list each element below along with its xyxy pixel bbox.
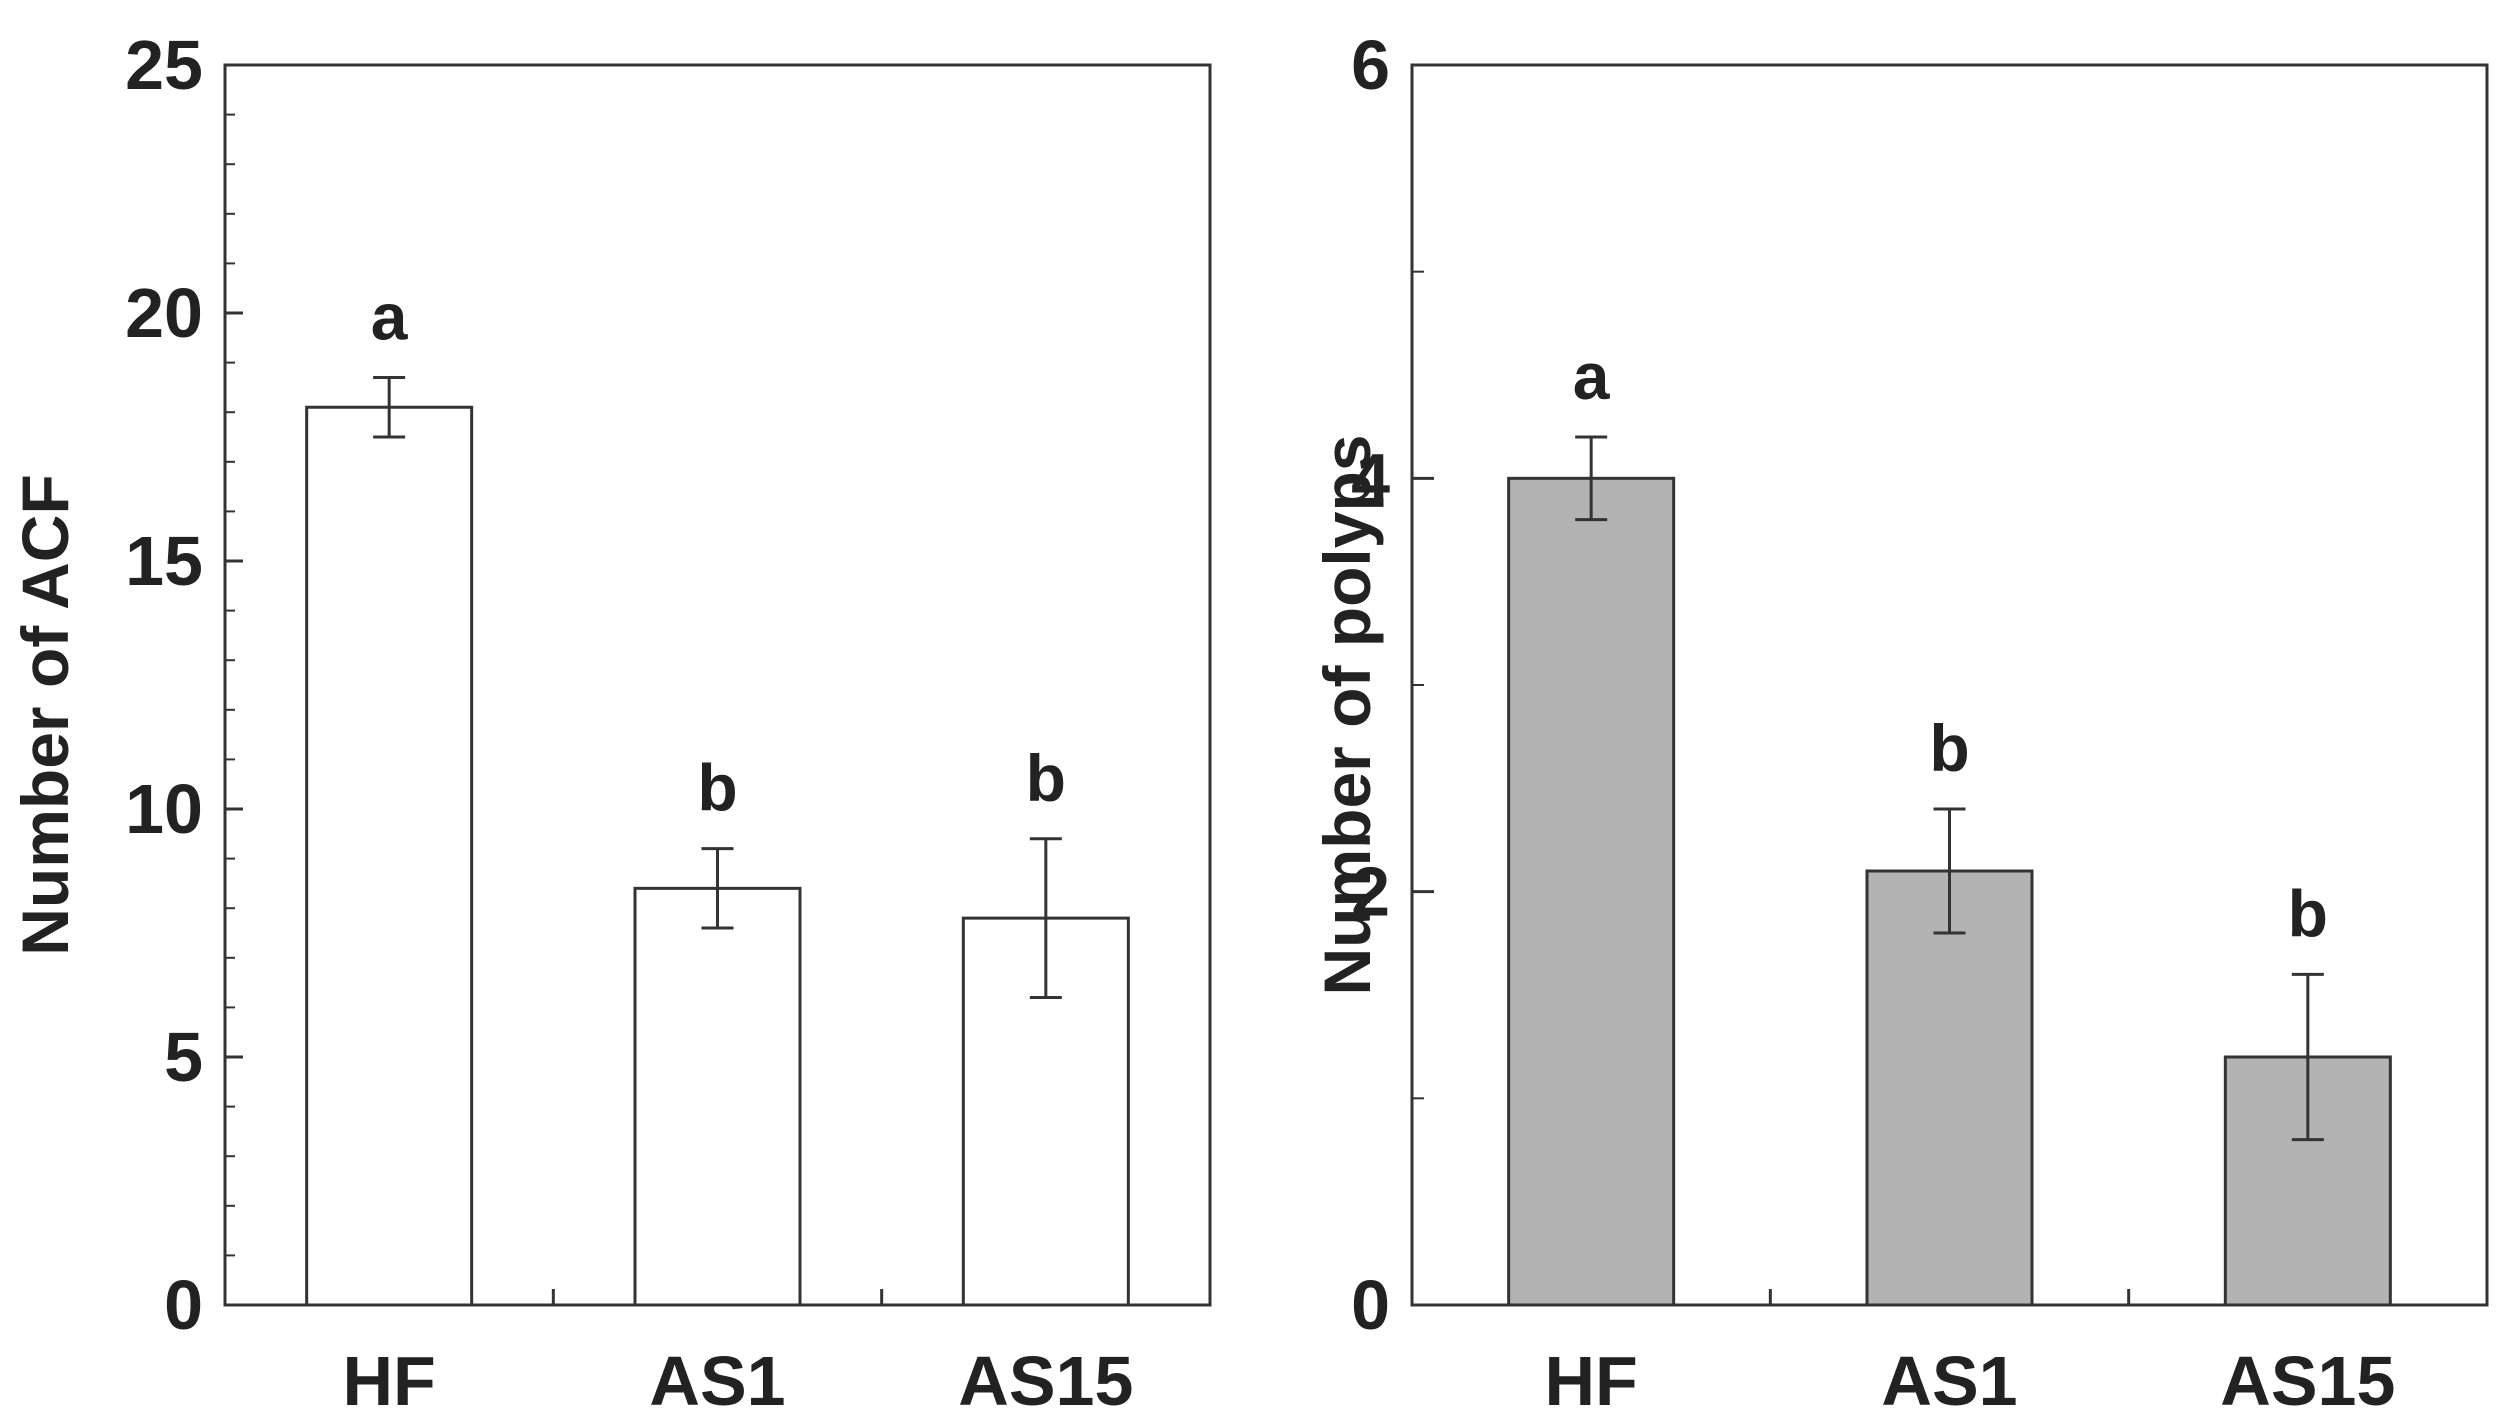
x-category-label: HF: [1545, 1342, 1638, 1420]
y-axis-title: Number of polyps: [1310, 434, 1384, 995]
y-tick-label: 0: [164, 1266, 203, 1344]
plot-frame: [223, 63, 1212, 1307]
y-tick-label: 10: [125, 770, 203, 848]
significance-label: b: [697, 751, 737, 825]
y-tick-label: 0: [1351, 1266, 1390, 1344]
bar-hf: [1507, 476, 1676, 1307]
y-tick-label: 20: [125, 274, 203, 352]
bar-as1: [1865, 869, 2034, 1307]
y-axis-title: Number of ACF: [8, 474, 82, 956]
y-tick-label: 5: [164, 1018, 203, 1096]
polyps-chart-panel: 0 2 4 6 a HF b AS1 b AS15 Number of polyps: [1310, 26, 2489, 1420]
x-category-label: AS15: [2220, 1342, 2395, 1420]
bar-as1: [633, 886, 802, 1307]
significance-label: b: [2288, 876, 2328, 950]
y-tick-label: 6: [1351, 26, 1390, 104]
significance-label: b: [1026, 741, 1066, 815]
x-category-label: AS1: [649, 1342, 785, 1420]
x-category-label: AS1: [1881, 1342, 2017, 1420]
significance-label: a: [371, 279, 409, 353]
plot-frame: [1410, 63, 2489, 1307]
acf-chart-panel: 0 5 10 15 20 25 a HF b AS1 b AS15 Number of ACF: [8, 26, 1212, 1420]
significance-label: b: [1929, 711, 1969, 785]
x-category-label: AS15: [958, 1342, 1133, 1420]
y-tick-label: 15: [125, 522, 203, 600]
significance-label: a: [1573, 339, 1611, 413]
y-tick-label: 25: [125, 26, 203, 104]
y-tick-label: 4: [1351, 439, 1390, 517]
x-category-label: HF: [343, 1342, 436, 1420]
y-tick-label: 2: [1351, 853, 1390, 931]
bar-hf: [305, 405, 474, 1307]
